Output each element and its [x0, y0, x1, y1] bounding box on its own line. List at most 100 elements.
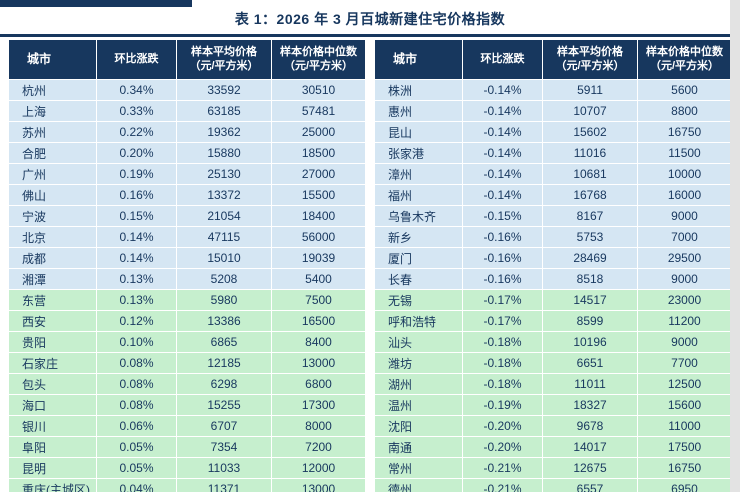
city-cell: 惠州 — [374, 100, 463, 122]
change-cell: -0.14% — [462, 184, 543, 206]
median-price-cell: 13000 — [271, 352, 366, 374]
table-row: 湖州 -0.18% 11011 12500 — [374, 373, 732, 395]
median-price-cell: 10000 — [637, 163, 732, 185]
avg-price-cell: 18327 — [542, 394, 638, 416]
median-price-cell: 9000 — [637, 268, 732, 290]
change-cell: 0.16% — [96, 184, 177, 206]
avg-price-cell: 63185 — [176, 100, 272, 122]
median-price-cell: 17300 — [271, 394, 366, 416]
change-cell: -0.17% — [462, 310, 543, 332]
table-row: 漳州 -0.14% 10681 10000 — [374, 163, 732, 185]
city-cell: 南通 — [374, 436, 463, 458]
change-cell: -0.18% — [462, 373, 543, 395]
change-cell: -0.20% — [462, 415, 543, 437]
table-row: 北京 0.14% 47115 56000 — [8, 226, 366, 248]
change-cell: -0.14% — [462, 79, 543, 101]
table-row: 湘潭 0.13% 5208 5400 — [8, 268, 366, 290]
table-row: 宁波 0.15% 21054 18400 — [8, 205, 366, 227]
median-price-cell: 18500 — [271, 142, 366, 164]
table-row: 温州 -0.19% 18327 15600 — [374, 394, 732, 416]
city-cell: 合肥 — [8, 142, 97, 164]
table-row: 呼和浩特 -0.17% 8599 11200 — [374, 310, 732, 332]
tables-container: 城市 环比涨跌 样本平均价格 （元/平方米） 样本价格中位数 （元/平方米） 杭… — [0, 37, 740, 492]
table-row: 银川 0.06% 6707 8000 — [8, 415, 366, 437]
change-cell: -0.19% — [462, 394, 543, 416]
avg-price-cell: 16768 — [542, 184, 638, 206]
header-row: 城市 环比涨跌 样本平均价格 （元/平方米） 样本价格中位数 （元/平方米） — [374, 39, 732, 80]
col-header-median-line2: （元/平方米） — [283, 59, 354, 72]
city-cell: 西安 — [8, 310, 97, 332]
avg-price-cell: 9678 — [542, 415, 638, 437]
title-divider — [0, 34, 740, 37]
change-cell: 0.05% — [96, 436, 177, 458]
change-cell: -0.16% — [462, 268, 543, 290]
table-row: 阜阳 0.05% 7354 7200 — [8, 436, 366, 458]
page-edge-strip — [730, 0, 740, 492]
change-cell: 0.12% — [96, 310, 177, 332]
change-cell: 0.22% — [96, 121, 177, 143]
avg-price-cell: 8167 — [542, 205, 638, 227]
table-row: 成都 0.14% 15010 19039 — [8, 247, 366, 269]
avg-price-cell: 10707 — [542, 100, 638, 122]
price-table-left: 城市 环比涨跌 样本平均价格 （元/平方米） 样本价格中位数 （元/平方米） 杭… — [8, 39, 366, 492]
median-price-cell: 6950 — [637, 478, 732, 492]
change-cell: -0.17% — [462, 289, 543, 311]
avg-price-cell: 6557 — [542, 478, 638, 492]
table-row: 新乡 -0.16% 5753 7000 — [374, 226, 732, 248]
avg-price-cell: 10196 — [542, 331, 638, 353]
avg-price-cell: 15255 — [176, 394, 272, 416]
table-row: 包头 0.08% 6298 6800 — [8, 373, 366, 395]
median-price-cell: 19039 — [271, 247, 366, 269]
median-price-cell: 5400 — [271, 268, 366, 290]
median-price-cell: 16000 — [637, 184, 732, 206]
table-row: 贵阳 0.10% 6865 8400 — [8, 331, 366, 353]
top-bar-decoration — [0, 0, 192, 7]
avg-price-cell: 13386 — [176, 310, 272, 332]
median-price-cell: 17500 — [637, 436, 732, 458]
table-row: 苏州 0.22% 19362 25000 — [8, 121, 366, 143]
col-header-city: 城市 — [374, 39, 463, 80]
col-header-median-line2: （元/平方米） — [649, 59, 720, 72]
col-header-avg-price: 样本平均价格 （元/平方米） — [542, 39, 638, 80]
avg-price-cell: 14017 — [542, 436, 638, 458]
change-cell: -0.21% — [462, 457, 543, 479]
city-cell: 包头 — [8, 373, 97, 395]
price-table-right: 城市 环比涨跌 样本平均价格 （元/平方米） 样本价格中位数 （元/平方米） 株… — [374, 39, 732, 492]
avg-price-cell: 8518 — [542, 268, 638, 290]
table-row: 合肥 0.20% 15880 18500 — [8, 142, 366, 164]
avg-price-cell: 21054 — [176, 205, 272, 227]
table-row: 潍坊 -0.18% 6651 7700 — [374, 352, 732, 374]
city-cell: 湖州 — [374, 373, 463, 395]
avg-price-cell: 11033 — [176, 457, 272, 479]
change-cell: 0.10% — [96, 331, 177, 353]
table-row: 佛山 0.16% 13372 15500 — [8, 184, 366, 206]
city-cell: 石家庄 — [8, 352, 97, 374]
median-price-cell: 8000 — [271, 415, 366, 437]
table-row: 德州 -0.21% 6557 6950 — [374, 478, 732, 492]
col-header-avg-line2: （元/平方米） — [555, 59, 625, 72]
avg-price-cell: 6651 — [542, 352, 638, 374]
city-cell: 上海 — [8, 100, 97, 122]
city-cell: 株洲 — [374, 79, 463, 101]
header-row: 城市 环比涨跌 样本平均价格 （元/平方米） 样本价格中位数 （元/平方米） — [8, 39, 366, 80]
city-cell: 昆明 — [8, 457, 97, 479]
table-row: 惠州 -0.14% 10707 8800 — [374, 100, 732, 122]
city-cell: 常州 — [374, 457, 463, 479]
median-price-cell: 27000 — [271, 163, 366, 185]
table-row: 海口 0.08% 15255 17300 — [8, 394, 366, 416]
city-cell: 德州 — [374, 478, 463, 492]
avg-price-cell: 6707 — [176, 415, 272, 437]
city-cell: 厦门 — [374, 247, 463, 269]
change-cell: 0.15% — [96, 205, 177, 227]
city-cell: 昆山 — [374, 121, 463, 143]
col-header-avg-price: 样本平均价格 （元/平方米） — [176, 39, 272, 80]
change-cell: 0.20% — [96, 142, 177, 164]
city-cell: 沈阳 — [374, 415, 463, 437]
table-row: 厦门 -0.16% 28469 29500 — [374, 247, 732, 269]
median-price-cell: 9000 — [637, 205, 732, 227]
table-row: 杭州 0.34% 33592 30510 — [8, 79, 366, 101]
change-cell: -0.18% — [462, 352, 543, 374]
city-cell: 北京 — [8, 226, 97, 248]
change-cell: 0.08% — [96, 394, 177, 416]
